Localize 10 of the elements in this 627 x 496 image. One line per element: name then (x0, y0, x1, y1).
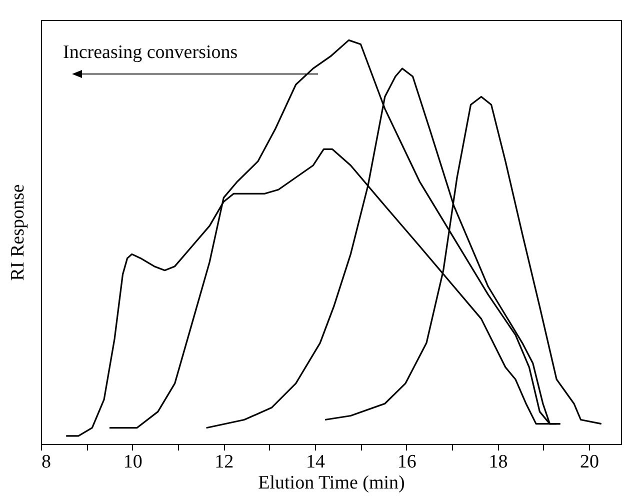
annotation: Increasing conversions (63, 42, 238, 63)
x-tick-label: 8 (42, 452, 51, 472)
x-tick-label: 20 (580, 452, 600, 472)
x-tick-label: 14 (306, 452, 326, 472)
x-tick-label: 10 (123, 452, 142, 472)
y-axis-title: RI Response (8, 184, 28, 281)
x-tick-label: 12 (214, 452, 234, 472)
x-tick-label: 16 (397, 452, 416, 472)
x-axis-title: Elution Time (min) (258, 472, 405, 494)
x-tick-label: 18 (488, 452, 508, 472)
